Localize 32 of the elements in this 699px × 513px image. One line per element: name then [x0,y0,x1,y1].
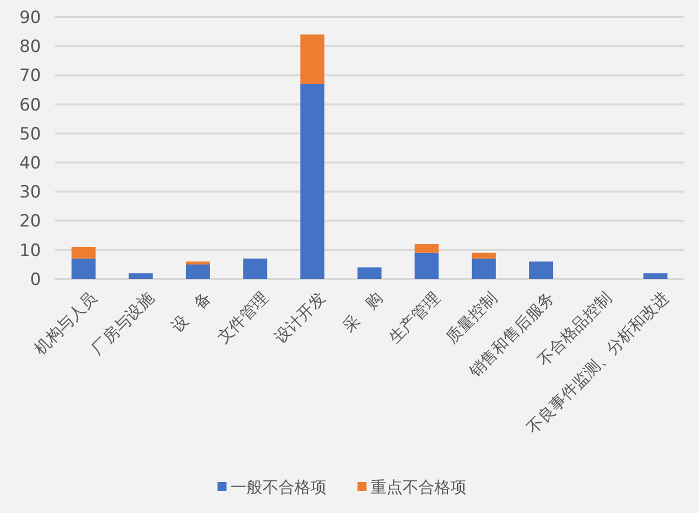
x-tick-label: 生产管理 [384,288,444,348]
bar [128,273,153,279]
legend-label: 重点不合格项 [370,478,466,497]
bar [300,34,324,84]
bar [414,252,439,279]
y-tick-label: 90 [19,8,41,28]
bar [72,258,96,279]
bar [472,252,496,259]
x-tick-label: 采 购 [338,288,386,336]
bar [472,258,496,279]
bar [357,267,382,279]
bar [643,273,668,279]
bar [186,262,210,264]
x-tick-label: 设 备 [167,288,215,336]
bar [243,258,268,279]
y-tick-label: 60 [19,95,41,116]
legend-label: 一般不合格项 [230,478,326,497]
bar [72,246,96,259]
bar [529,262,554,279]
y-tick-label: 10 [19,240,41,261]
bar [186,264,210,279]
bar [414,244,439,253]
y-tick-label: 40 [19,154,41,174]
x-tick-label: 文件管理 [213,288,272,348]
y-tick-label: 70 [19,66,41,86]
y-tick-label: 20 [19,212,41,232]
bar [300,84,324,279]
y-tick-label: 30 [19,182,41,203]
y-tick-label: 0 [30,270,41,290]
y-tick-label: 80 [19,37,41,58]
y-tick-label: 50 [19,124,41,144]
x-tick-label: 设计开发 [270,288,330,348]
